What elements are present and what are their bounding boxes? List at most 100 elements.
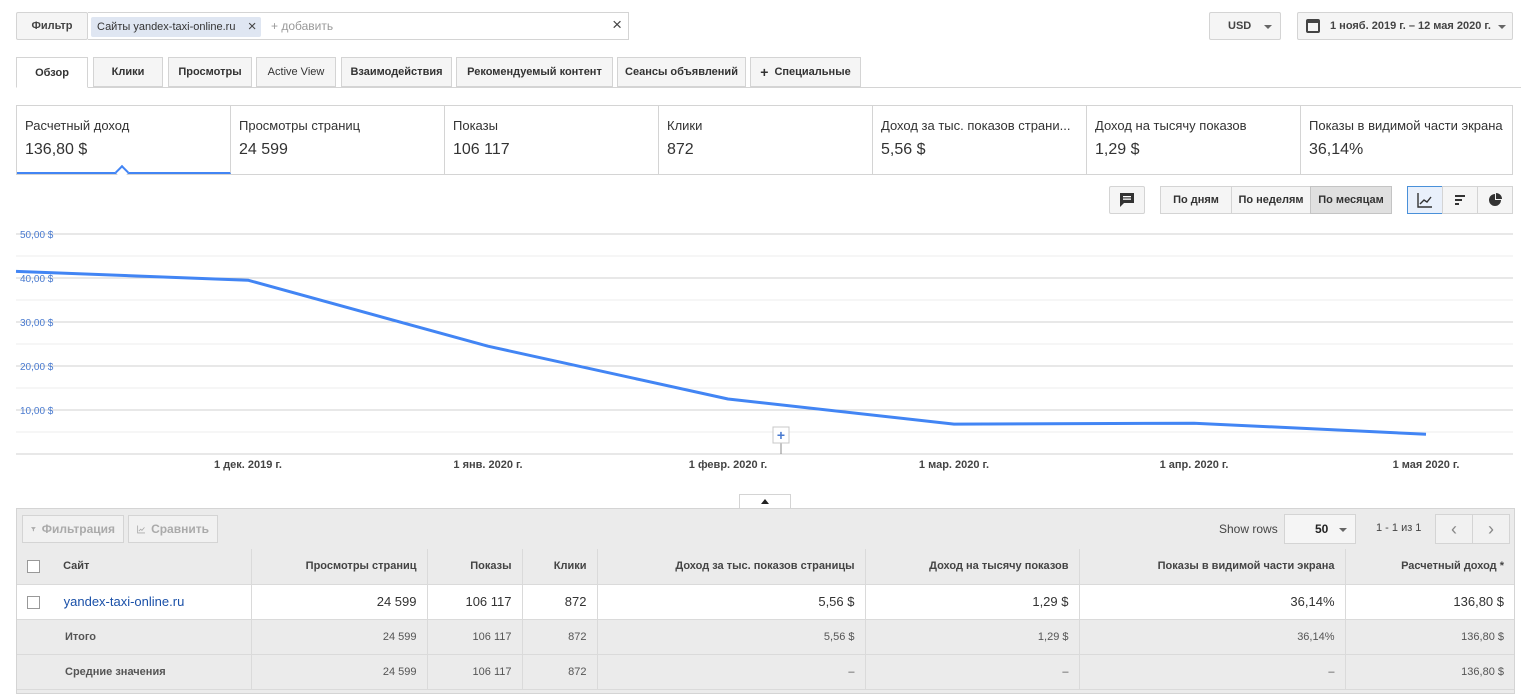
column-header-page-rpm[interactable]: Доход за тыс. показов страницы bbox=[597, 549, 866, 584]
metric-clicks[interactable]: Клики 872 bbox=[659, 106, 873, 174]
period-daily-button[interactable]: По дням bbox=[1160, 186, 1232, 214]
annotation-button[interactable] bbox=[1109, 186, 1145, 214]
chevron-down-icon bbox=[1339, 528, 1347, 532]
show-rows-label: Show rows bbox=[1219, 522, 1278, 536]
tab-overview[interactable]: Обзор bbox=[16, 57, 88, 88]
bar-chart-view-button[interactable] bbox=[1442, 186, 1478, 214]
metric-label: Клики bbox=[667, 118, 703, 133]
y-tick-label: 10,00 $ bbox=[20, 406, 54, 417]
tab-interactions[interactable]: Взаимодействия bbox=[341, 57, 452, 87]
metric-value: 136,80 $ bbox=[25, 141, 88, 158]
funnel-icon bbox=[31, 526, 36, 532]
column-header-viewability[interactable]: Показы в видимой части экрана bbox=[1079, 549, 1346, 584]
column-header-clicks[interactable]: Клики bbox=[522, 549, 598, 584]
report-table: Сайт Просмотры страниц Показы Клики Дохо… bbox=[17, 549, 1514, 690]
x-tick-label: 1 февр. 2020 г. bbox=[689, 459, 767, 471]
table-cell: 872 bbox=[522, 619, 598, 655]
tab-custom[interactable]: + Специальные bbox=[750, 57, 861, 87]
chevron-down-icon bbox=[1498, 25, 1506, 29]
chevron-right-icon: › bbox=[1488, 518, 1494, 539]
row-checkbox[interactable] bbox=[27, 596, 40, 610]
filter-chip[interactable]: Сайты yandex-taxi-online.ru × bbox=[91, 17, 262, 37]
column-header-impression-rpm[interactable]: Доход на тысячу показов bbox=[865, 549, 1080, 584]
totals-label: Итого bbox=[17, 619, 252, 655]
prev-page-button[interactable]: ‹ bbox=[1435, 514, 1473, 544]
table-cell: – bbox=[1079, 654, 1346, 690]
table-cell: 36,14% bbox=[1079, 583, 1346, 620]
plus-icon: + bbox=[777, 427, 785, 443]
chevron-down-icon bbox=[1264, 25, 1272, 29]
table-cell: 24 599 bbox=[251, 619, 428, 655]
metric-estimated-revenue[interactable]: Расчетный доход 136,80 $ bbox=[17, 106, 231, 174]
period-weekly-button[interactable]: По неделям bbox=[1231, 186, 1311, 214]
metric-viewability[interactable]: Показы в видимой части экрана 36,14% bbox=[1301, 106, 1512, 174]
metric-label: Показы bbox=[453, 118, 498, 133]
x-tick-label: 1 дек. 2019 г. bbox=[214, 459, 282, 471]
tab-ad-sessions[interactable]: Сеансы объявлений bbox=[617, 57, 746, 87]
table-cell: 1,29 $ bbox=[865, 583, 1080, 620]
metric-value: 1,29 $ bbox=[1095, 141, 1140, 158]
table-cell: 106 117 bbox=[427, 654, 523, 690]
line-chart-view-button[interactable] bbox=[1407, 186, 1443, 214]
next-page-button[interactable]: › bbox=[1472, 514, 1510, 544]
tab-views[interactable]: Просмотры bbox=[168, 57, 252, 87]
table-filter-label: Фильтрация bbox=[41, 522, 115, 536]
y-tick-label: 40,00 $ bbox=[20, 274, 54, 285]
metric-label: Доход на тысячу показов bbox=[1095, 118, 1247, 133]
tab-active-view[interactable]: Active View bbox=[256, 57, 336, 87]
add-annotation-marker bbox=[772, 426, 790, 444]
metric-value: 5,56 $ bbox=[881, 141, 926, 158]
date-range-label: 1 нояб. 2019 г. – 12 мая 2020 г. bbox=[1330, 20, 1491, 32]
column-header-site[interactable]: Сайт bbox=[17, 549, 252, 584]
chip-remove-icon[interactable]: × bbox=[247, 18, 257, 35]
clear-filter-icon[interactable]: × bbox=[612, 15, 622, 34]
table-cell: 136,80 $ bbox=[1345, 583, 1514, 620]
table-cell: 106 117 bbox=[427, 583, 523, 620]
column-header-label: Сайт bbox=[63, 560, 90, 573]
table-cell: 136,80 $ bbox=[1345, 654, 1514, 690]
tab-recommended-content[interactable]: Рекомендуемый контент bbox=[456, 57, 613, 87]
metric-page-rpm[interactable]: Доход за тыс. показов страни... 5,56 $ bbox=[873, 106, 1087, 174]
table-cell: 5,56 $ bbox=[597, 619, 866, 655]
metric-label: Просмотры страниц bbox=[239, 118, 361, 133]
site-cell: yandex-taxi-online.ru bbox=[17, 583, 252, 620]
plus-icon: + bbox=[760, 64, 769, 80]
bar-chart-icon bbox=[1455, 195, 1465, 205]
metric-value: 106 117 bbox=[453, 141, 510, 158]
comment-icon bbox=[1120, 193, 1134, 207]
y-tick-label: 50,00 $ bbox=[20, 230, 54, 241]
metrics-bar: Расчетный доход 136,80 $ Просмотры стран… bbox=[16, 105, 1513, 175]
column-header-page-views[interactable]: Просмотры страниц bbox=[251, 549, 428, 584]
currency-select[interactable]: USD bbox=[1209, 12, 1281, 40]
report-table-section: Фильтрация Сравнить Show rows 50 1 - 1 и… bbox=[16, 508, 1515, 694]
filter-chip-label: Сайты yandex-taxi-online.ru bbox=[97, 21, 236, 33]
currency-value: USD bbox=[1228, 20, 1252, 32]
filter-button[interactable]: Фильтр bbox=[16, 12, 88, 40]
revenue-series-line bbox=[15, 269, 1427, 436]
metric-impressions[interactable]: Показы 106 117 bbox=[445, 106, 659, 174]
chevron-left-icon: ‹ bbox=[1451, 518, 1457, 539]
metric-impression-rpm[interactable]: Доход на тысячу показов 1,29 $ bbox=[1087, 106, 1301, 174]
averages-label: Средние значения bbox=[17, 654, 252, 690]
site-link[interactable]: yandex-taxi-online.ru bbox=[63, 593, 185, 609]
column-header-impressions[interactable]: Показы bbox=[427, 549, 523, 584]
compare-button[interactable]: Сравнить bbox=[128, 515, 218, 543]
pie-chart-view-button[interactable] bbox=[1477, 186, 1513, 214]
totals-row: Итого 24 599 106 117 872 5,56 $ 1,29 $ 3… bbox=[17, 619, 1514, 655]
x-tick-label: 1 апр. 2020 г. bbox=[1160, 459, 1229, 471]
rows-per-page-select[interactable]: 50 bbox=[1284, 514, 1356, 544]
revenue-line-chart: 50,00 $ 40,00 $ 30,00 $ 20,00 $ 10,00 $ 1 дек… bbox=[15, 230, 1513, 471]
collapse-chart-toggle[interactable] bbox=[739, 494, 791, 508]
tab-clicks[interactable]: Клики bbox=[93, 57, 163, 87]
x-tick-label: 1 янв. 2020 г. bbox=[453, 459, 522, 471]
date-range-picker[interactable]: 1 нояб. 2019 г. – 12 мая 2020 г. bbox=[1297, 12, 1513, 40]
table-cell: 36,14% bbox=[1079, 619, 1346, 655]
add-filter-input[interactable]: + добавить bbox=[271, 19, 334, 33]
filter-field[interactable]: Сайты yandex-taxi-online.ru × + добавить… bbox=[88, 12, 629, 40]
metric-page-views[interactable]: Просмотры страниц 24 599 bbox=[231, 106, 445, 174]
column-header-estimated-revenue[interactable]: Расчетный доход * bbox=[1345, 549, 1514, 584]
select-all-checkbox[interactable] bbox=[27, 559, 40, 573]
period-monthly-button[interactable]: По месяцам bbox=[1310, 186, 1392, 214]
table-filter-button[interactable]: Фильтрация bbox=[22, 515, 124, 543]
x-tick-label: 1 мая 2020 г. bbox=[1393, 459, 1460, 471]
